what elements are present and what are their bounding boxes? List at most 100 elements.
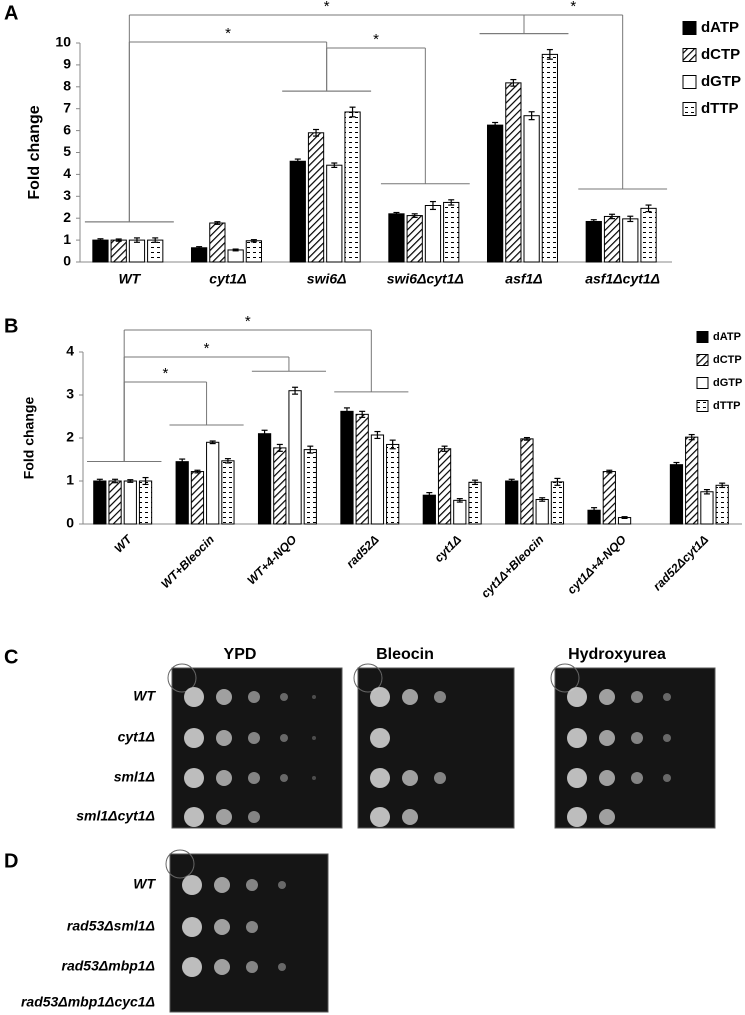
legend-swatch [696, 377, 709, 389]
bar [640, 207, 657, 263]
error-bar [492, 121, 499, 129]
colony-spot [182, 875, 202, 895]
bar [685, 436, 699, 525]
bar [535, 498, 549, 525]
bar [206, 441, 220, 525]
error-bar [152, 237, 159, 243]
colony-spot [567, 807, 587, 827]
x-tick-label: swi6Δcyt1Δ [387, 271, 464, 287]
bar [288, 390, 302, 525]
bar [257, 433, 272, 525]
plate-rim [167, 663, 197, 693]
bar [505, 82, 522, 263]
colony-spot [434, 772, 446, 784]
bar [355, 413, 369, 525]
colony-spot [402, 689, 418, 705]
colony-spot [402, 809, 418, 825]
error-bar [96, 478, 103, 484]
y-tick-label: 7 [63, 99, 71, 115]
error-bar [209, 440, 216, 445]
colony-spot [312, 695, 316, 699]
error-bar [441, 445, 448, 452]
bar [209, 222, 226, 263]
error-bar [307, 445, 314, 454]
colony-spot [278, 881, 286, 889]
bar [110, 239, 127, 263]
error-bar [554, 477, 561, 486]
colony-spot [214, 877, 230, 893]
colony-spot [370, 687, 390, 707]
error-bar [133, 237, 140, 243]
error-bar [196, 246, 203, 250]
error-bar [142, 476, 149, 486]
error-bar [127, 479, 134, 483]
error-bar [349, 106, 356, 118]
significance-label: * [570, 0, 576, 15]
error-bar [331, 162, 338, 168]
y-tick-label: 1 [63, 231, 71, 247]
error-bar [276, 443, 283, 452]
error-bar [343, 407, 350, 416]
error-bar [411, 213, 418, 218]
x-tick-label: WT+Bleocin [158, 532, 217, 591]
colony-spot [214, 919, 230, 935]
colony-spot [631, 691, 643, 703]
y-tick-label: 2 [66, 429, 74, 445]
bar [273, 447, 287, 525]
colony-spot [434, 691, 446, 703]
error-bar [374, 430, 381, 440]
bar [92, 239, 109, 263]
error-bar [523, 436, 530, 441]
error-bar [645, 204, 652, 213]
legend-label: dGTP [713, 377, 742, 389]
colony-spot [280, 693, 288, 701]
significance-label: * [225, 25, 231, 42]
colony-spot [184, 728, 204, 748]
significance-label: * [373, 31, 379, 48]
colony-spot [567, 728, 587, 748]
significance-label: * [162, 365, 168, 382]
error-bar [528, 111, 535, 121]
colony-spot [663, 734, 671, 742]
bar [303, 449, 317, 525]
strain-label: WT [133, 688, 156, 704]
legend-label: dATP [713, 331, 741, 343]
colony-spot [280, 774, 288, 782]
x-tick-label: asf1Δcyt1Δ [585, 271, 660, 287]
bar [541, 53, 559, 263]
colony-spot [599, 730, 615, 746]
bar [388, 213, 405, 263]
colony-spot [184, 807, 204, 827]
colony-spot [214, 959, 230, 975]
x-tick-label: cyt1Δ [431, 532, 464, 565]
colony-spot [182, 917, 202, 937]
legend-swatch [682, 75, 697, 89]
bar [520, 438, 534, 525]
error-bar [621, 516, 628, 520]
bar [289, 160, 306, 263]
bar [550, 481, 565, 525]
bar [486, 124, 504, 263]
strain-label: cyt1Δ [118, 729, 155, 745]
colony-spot [216, 689, 232, 705]
y-tick-label: 0 [66, 515, 74, 531]
x-tick-label: rad52Δcyt1Δ [650, 532, 711, 593]
colony-spot [182, 957, 202, 977]
y-tick-label: 5 [63, 143, 71, 159]
colony-spot [631, 772, 643, 784]
colony-spot [599, 689, 615, 705]
bar [108, 480, 122, 525]
bar [437, 448, 452, 525]
colony-spot [312, 736, 316, 740]
bar [406, 215, 423, 263]
error-bar [472, 479, 479, 486]
bar [422, 494, 436, 525]
bar [715, 484, 729, 525]
x-tick-label: cyt1Δ [209, 271, 246, 287]
error-bar [429, 200, 436, 211]
colony-spot [567, 768, 587, 788]
y-tick-label: 0 [63, 253, 71, 269]
error-bar [112, 478, 119, 484]
plate-rim [550, 663, 580, 693]
colony-spot [370, 728, 390, 748]
